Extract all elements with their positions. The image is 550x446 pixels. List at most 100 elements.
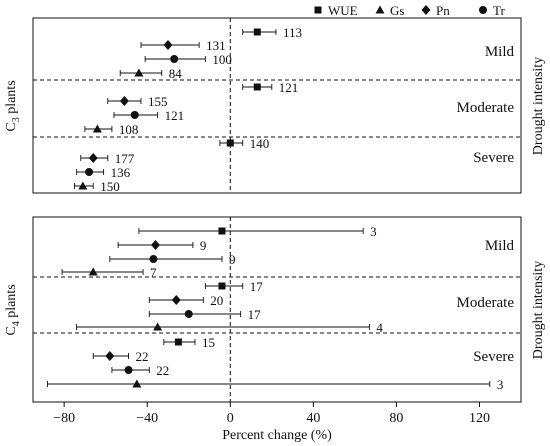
data-point-gs: 7	[61, 265, 157, 280]
sample-size-label: 136	[111, 165, 131, 180]
data-point-wue: 113	[242, 25, 302, 40]
square-marker	[253, 28, 261, 36]
legend-label: Pn	[436, 3, 450, 18]
diamond-marker	[119, 96, 129, 106]
group-mild: Mild 3 9 9 7	[61, 224, 515, 280]
sample-size-label: 155	[148, 94, 168, 109]
legend-item-tr: Tr	[479, 3, 505, 18]
sample-size-label: 121	[165, 108, 185, 123]
group-moderate: Moderate 17 20 17 4	[76, 279, 515, 335]
data-point-gs: 84	[119, 66, 183, 81]
data-point-wue: 121	[242, 80, 299, 95]
data-point-pn: 20	[148, 293, 223, 308]
x-tick-label: 0	[227, 411, 234, 426]
panel-y-label-tail: plants	[4, 284, 19, 321]
data-point-pn: 177	[80, 151, 135, 166]
data-point-wue: 15	[163, 335, 215, 350]
circle-marker	[184, 310, 193, 318]
sample-size-label: 108	[119, 122, 139, 137]
data-point-gs: 3	[47, 377, 504, 392]
sample-size-label: 3	[370, 224, 377, 239]
sample-size-label: 4	[376, 320, 383, 335]
sample-size-label: 9	[229, 252, 236, 267]
data-point-gs: 108	[84, 122, 139, 137]
group-label: Severe	[473, 150, 514, 166]
triangle-marker	[92, 124, 102, 133]
x-axis-label: Percent change (%)	[222, 428, 332, 443]
sample-size-label: 22	[136, 349, 149, 364]
data-point-gs: 4	[76, 320, 383, 335]
sample-size-label: 121	[279, 80, 299, 95]
panel-y-label-main: C	[4, 122, 19, 131]
data-point-wue: 17	[204, 279, 264, 294]
diamond-marker	[151, 240, 161, 250]
data-point-tr: 9	[109, 252, 236, 267]
data-point-pn: 131	[140, 38, 226, 53]
group-label: Moderate	[457, 295, 515, 311]
panel-y-label: C3 plants	[4, 80, 22, 131]
circle-marker	[130, 111, 139, 119]
triangle-marker	[132, 379, 142, 388]
group-label: Mild	[485, 238, 515, 254]
legend-item-gs: Gs	[375, 3, 404, 18]
square-marker	[218, 282, 226, 290]
sample-size-label: 17	[250, 279, 264, 294]
data-point-tr: 100	[144, 52, 232, 67]
triangle-marker	[153, 322, 163, 331]
legend-label: WUE	[328, 3, 358, 18]
panel-y-label-tail: plants	[4, 80, 19, 117]
data-point-pn: 155	[107, 94, 168, 109]
triangle-marker	[134, 68, 144, 77]
sample-size-label: 3	[497, 377, 504, 392]
data-point-wue: 140	[219, 136, 269, 151]
diamond-marker	[171, 295, 181, 305]
x-tick-label: −40	[136, 411, 158, 426]
legend-item-wue: WUE	[314, 3, 358, 18]
plot-panels: C3 plants Drought intensityMild1131311008…	[4, 17, 546, 403]
drought-intensity-label: Drought intensity	[531, 261, 546, 359]
panel-frame	[32, 216, 522, 403]
sample-size-label: 20	[210, 293, 223, 308]
square-marker	[253, 83, 261, 91]
legend-label: Tr	[493, 3, 505, 18]
sample-size-label: 17	[248, 307, 262, 322]
square-icon	[314, 6, 322, 14]
sample-size-label: 9	[200, 238, 207, 253]
x-tick-label: −80	[53, 411, 75, 426]
data-point-gs: 150	[74, 179, 120, 194]
circle-marker	[124, 366, 133, 374]
data-point-tr: 121	[113, 108, 185, 123]
x-tick-label: 80	[389, 411, 403, 426]
sample-size-label: 84	[169, 66, 183, 81]
x-axis: −80 −40 0 40 80 120	[53, 402, 490, 426]
triangle-icon	[375, 5, 385, 14]
sample-size-label: 15	[202, 335, 215, 350]
circle-marker	[85, 168, 94, 176]
sample-size-label: 131	[206, 38, 226, 53]
diamond-marker	[88, 153, 98, 163]
group-label: Severe	[473, 349, 514, 365]
group-label: Mild	[485, 44, 515, 60]
panel-y-label-main: C	[4, 326, 19, 335]
panel-1: C4 plants Drought intensityMild3997Modera…	[4, 216, 546, 403]
diamond-icon	[421, 5, 431, 15]
data-point-tr: 17	[148, 307, 262, 322]
square-marker	[226, 139, 234, 147]
x-tick-label: 120	[469, 411, 490, 426]
circle-marker	[149, 255, 158, 263]
panel-y-label: C4 plants	[4, 284, 22, 335]
sample-size-label: 100	[212, 52, 232, 67]
panel-frame	[32, 17, 522, 194]
triangle-marker	[78, 181, 88, 190]
drought-intensity-label: Drought intensity	[531, 57, 546, 155]
sample-size-label: 7	[150, 265, 157, 280]
data-point-wue: 3	[138, 224, 377, 239]
circle-marker	[170, 55, 179, 63]
diamond-marker	[163, 40, 173, 50]
group-label: Moderate	[457, 100, 515, 116]
sample-size-label: 150	[100, 179, 120, 194]
